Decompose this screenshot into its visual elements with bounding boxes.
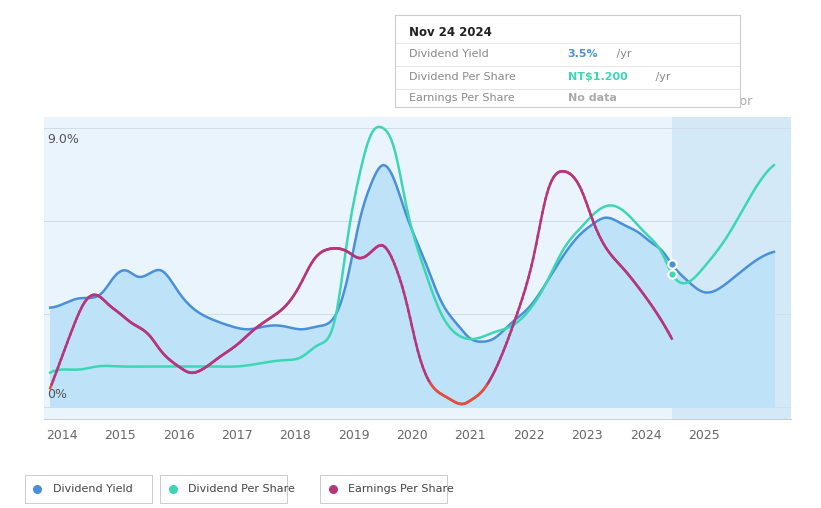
Text: No data: No data bbox=[567, 93, 617, 103]
Text: 3.5%: 3.5% bbox=[567, 49, 599, 59]
Text: Dividend Yield: Dividend Yield bbox=[409, 49, 488, 59]
Text: Dividend Per Share: Dividend Per Share bbox=[188, 484, 295, 494]
Text: 0%: 0% bbox=[48, 388, 67, 400]
Text: Analysts For: Analysts For bbox=[676, 95, 752, 108]
Text: Dividend Per Share: Dividend Per Share bbox=[409, 72, 516, 82]
Bar bbox=[672, 117, 791, 419]
Text: NT$1.200: NT$1.200 bbox=[567, 72, 627, 82]
Text: Nov 24 2024: Nov 24 2024 bbox=[409, 26, 492, 39]
Text: 9.0%: 9.0% bbox=[48, 133, 79, 146]
Text: /yr: /yr bbox=[652, 72, 670, 82]
Text: Past: Past bbox=[638, 95, 668, 108]
Text: Dividend Yield: Dividend Yield bbox=[53, 484, 132, 494]
Text: Earnings Per Share: Earnings Per Share bbox=[409, 93, 515, 103]
Text: Earnings Per Share: Earnings Per Share bbox=[348, 484, 454, 494]
Text: /yr: /yr bbox=[613, 49, 631, 59]
